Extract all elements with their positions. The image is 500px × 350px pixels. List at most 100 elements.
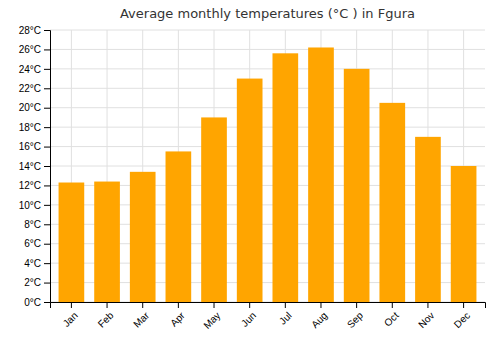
x-tick: May bbox=[201, 302, 222, 331]
title: Average monthly temperatures (°C ) in Fg… bbox=[120, 6, 415, 21]
y-tick: 2°C bbox=[24, 277, 50, 288]
x-tick-label: Feb bbox=[96, 309, 116, 329]
x-axis: Jan Feb Mar Apr May Jun Jul Aug Sep Oct Nov Dec bbox=[51, 302, 486, 331]
y-tick: 6°C bbox=[24, 238, 50, 249]
bar bbox=[272, 53, 298, 302]
y-tick-label: 20°C bbox=[19, 102, 41, 113]
x-tick: Mar bbox=[131, 302, 151, 330]
grid-line-y bbox=[50, 88, 485, 89]
y-tick: 0°C bbox=[24, 297, 50, 308]
y-tick-mark bbox=[44, 185, 50, 186]
y-tick: 22°C bbox=[19, 83, 50, 94]
y-tick-mark bbox=[44, 302, 50, 303]
x-tick-label: Jul bbox=[277, 310, 294, 327]
x-tick: Feb bbox=[96, 302, 116, 330]
y-tick-mark bbox=[44, 108, 50, 109]
y-tick-label: 4°C bbox=[24, 258, 41, 269]
bar bbox=[59, 183, 85, 302]
y-axis-line bbox=[44, 31, 51, 303]
grid bbox=[50, 30, 485, 302]
x-tick: Aug bbox=[309, 302, 329, 330]
y-tick-label: 24°C bbox=[19, 64, 41, 75]
y-tick-label: 14°C bbox=[19, 161, 41, 172]
x-tick-mark bbox=[392, 302, 393, 308]
y-tick: 12°C bbox=[19, 180, 50, 191]
x-tick-mark bbox=[71, 302, 72, 308]
y-tick: 16°C bbox=[19, 141, 50, 152]
y-tick: 4°C bbox=[24, 258, 50, 269]
bar bbox=[130, 172, 156, 302]
bar bbox=[94, 182, 120, 302]
y-tick-mark bbox=[44, 263, 50, 264]
grid-line-y bbox=[50, 30, 485, 31]
x-tick-mark bbox=[249, 302, 250, 308]
x-tick-label: Sep bbox=[345, 309, 366, 330]
y-tick-label: 22°C bbox=[19, 83, 41, 94]
x-tick: Jun bbox=[239, 302, 258, 329]
y-tick: 28°C bbox=[19, 25, 50, 36]
y-tick-mark bbox=[44, 30, 50, 31]
bar bbox=[201, 117, 227, 302]
y-tick: 14°C bbox=[19, 161, 50, 172]
x-tick-mark bbox=[285, 302, 286, 308]
x-tick: Oct bbox=[382, 302, 401, 329]
x-tick: Jan bbox=[61, 302, 80, 329]
y-tick-mark bbox=[44, 127, 50, 128]
bar bbox=[344, 69, 370, 302]
y-axis: 0°C 2°C 4°C 6°C 8°C 10°C 12°C 14°C 16°C 18°C 20°C 2… bbox=[19, 25, 51, 308]
x-tick-mark bbox=[107, 302, 108, 308]
y-tick-mark bbox=[44, 69, 50, 70]
grid-line-y bbox=[50, 49, 485, 50]
y-tick-mark bbox=[44, 283, 50, 284]
x-tick: Dec bbox=[452, 302, 472, 330]
grid-line-y bbox=[50, 107, 485, 108]
y-tick-label: 0°C bbox=[24, 297, 41, 308]
y-tick-label: 16°C bbox=[19, 141, 41, 152]
bar bbox=[379, 103, 405, 302]
bars bbox=[59, 47, 477, 302]
bar bbox=[308, 47, 334, 302]
y-tick-label: 28°C bbox=[19, 25, 41, 36]
y-tick-label: 12°C bbox=[19, 180, 41, 191]
y-tick: 24°C bbox=[19, 64, 50, 75]
y-tick-label: 8°C bbox=[24, 219, 41, 230]
bar bbox=[415, 137, 441, 302]
bar bbox=[237, 79, 263, 302]
x-tick-label: Dec bbox=[452, 310, 472, 330]
grid-line-y bbox=[50, 127, 485, 128]
y-tick-label: 10°C bbox=[19, 200, 41, 211]
y-tick-mark bbox=[44, 49, 50, 50]
x-tick-mark bbox=[463, 302, 464, 308]
x-tick-mark bbox=[320, 302, 321, 308]
x-tick-mark bbox=[214, 302, 215, 308]
bar bbox=[451, 166, 477, 302]
x-tick-label: Apr bbox=[168, 309, 187, 328]
x-tick: Sep bbox=[345, 302, 366, 330]
x-tick-mark bbox=[178, 302, 179, 308]
x-tick: Apr bbox=[168, 302, 187, 329]
x-tick-label: Jun bbox=[239, 310, 258, 329]
x-tick-label: Jan bbox=[61, 310, 80, 329]
x-tick-label: Oct bbox=[382, 310, 401, 329]
x-tick: Jul bbox=[277, 302, 294, 327]
y-tick: 26°C bbox=[19, 44, 50, 55]
y-tick-mark bbox=[44, 244, 50, 245]
x-tick-mark bbox=[142, 302, 143, 308]
y-tick-label: 2°C bbox=[24, 277, 41, 288]
y-tick: 10°C bbox=[19, 200, 50, 211]
y-tick-mark bbox=[44, 147, 50, 148]
y-tick: 20°C bbox=[19, 102, 50, 113]
y-tick-mark bbox=[44, 224, 50, 225]
y-tick-mark bbox=[44, 166, 50, 167]
x-tick-label: Mar bbox=[131, 309, 151, 329]
y-tick-mark bbox=[44, 205, 50, 206]
x-tick: Nov bbox=[416, 302, 436, 330]
y-tick-mark bbox=[44, 88, 50, 89]
x-tick-mark bbox=[356, 302, 357, 308]
y-tick: 18°C bbox=[19, 122, 50, 133]
grid-line-y bbox=[50, 68, 485, 69]
x-tick-mark bbox=[427, 302, 428, 308]
plot: 0°C 2°C 4°C 6°C 8°C 10°C 12°C 14°C 16°C 18°C 20°C 2… bbox=[19, 25, 486, 331]
y-tick-label: 26°C bbox=[19, 44, 41, 55]
y-tick-label: 6°C bbox=[24, 238, 41, 249]
